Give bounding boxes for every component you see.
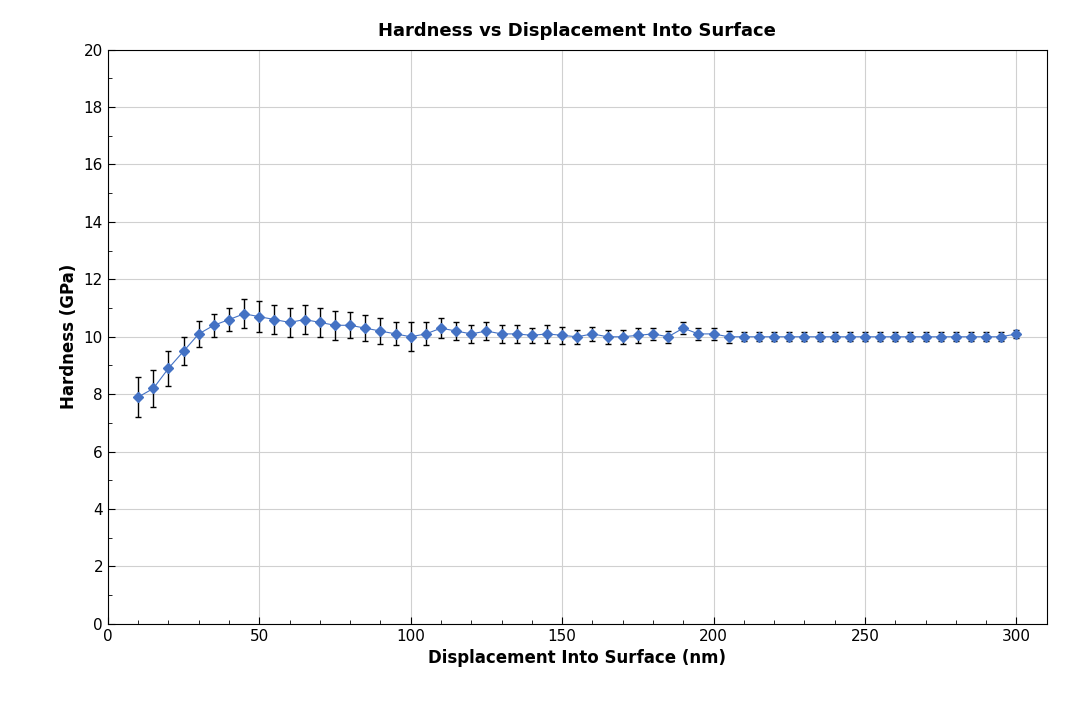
Title: Hardness vs Displacement Into Surface: Hardness vs Displacement Into Surface bbox=[379, 22, 776, 40]
Y-axis label: Hardness (GPa): Hardness (GPa) bbox=[60, 264, 78, 409]
X-axis label: Displacement Into Surface (nm): Displacement Into Surface (nm) bbox=[428, 649, 726, 667]
